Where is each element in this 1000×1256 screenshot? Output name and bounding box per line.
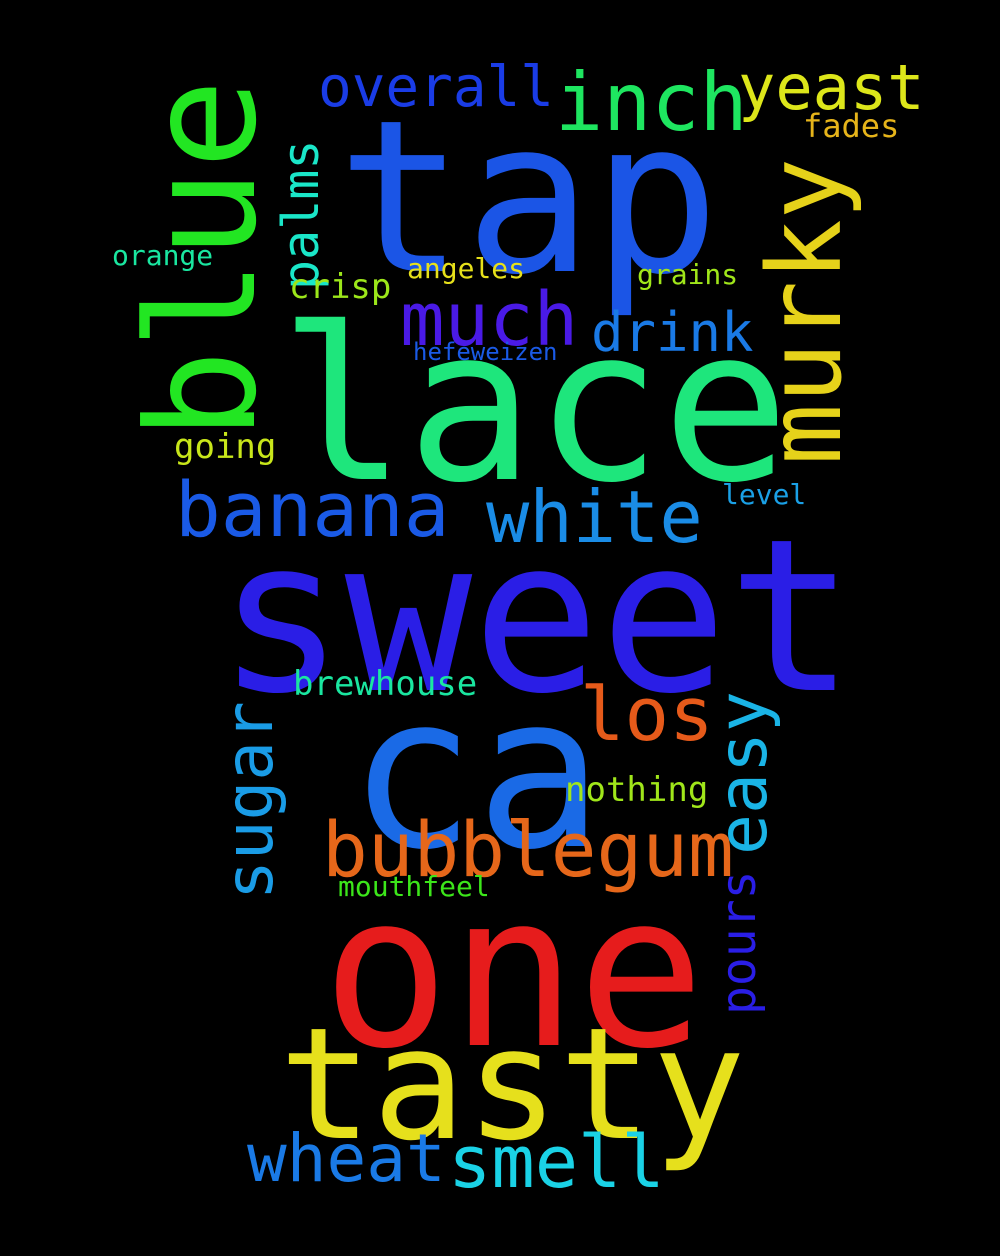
word-los: los <box>580 672 714 758</box>
word-crisp: crisp <box>289 267 392 307</box>
word-much: much <box>400 277 579 363</box>
word-level: level <box>722 478 807 511</box>
word-lace: lace <box>279 282 790 529</box>
word-overall: overall <box>318 55 555 120</box>
word-pours: pours <box>711 870 767 1016</box>
word-going: going <box>174 427 277 467</box>
word-inch: inch <box>555 56 748 149</box>
word-fades: fades <box>803 107 900 145</box>
word-brewhouse: brewhouse <box>293 664 478 704</box>
word-grains: grains <box>637 258 739 291</box>
word-sweet: sweet <box>217 493 856 740</box>
word-tap: tap <box>337 74 720 321</box>
word-mouthfeel: mouthfeel <box>338 870 490 903</box>
word-wheat: wheat <box>247 1120 446 1197</box>
word-white: white <box>486 475 703 559</box>
word-drink: drink <box>591 301 754 364</box>
word-murky: murky <box>746 157 865 465</box>
word-angeles: angeles <box>407 252 526 285</box>
word-bubblegum: bubblegum <box>322 805 734 894</box>
word-banana: banana <box>175 465 450 554</box>
word-hefeweizen: hefeweizen <box>413 338 558 366</box>
word-nothing: nothing <box>565 770 709 810</box>
word-one: one <box>322 848 705 1095</box>
word-easy: easy <box>704 691 783 855</box>
word-smell: smell <box>448 1120 665 1204</box>
word-sugar: sugar <box>211 701 288 900</box>
word-ca: ca <box>348 649 604 896</box>
word-yeast: yeast <box>738 51 925 124</box>
word-tasty: tasty <box>279 994 746 1175</box>
word-orange: orange <box>112 239 214 272</box>
